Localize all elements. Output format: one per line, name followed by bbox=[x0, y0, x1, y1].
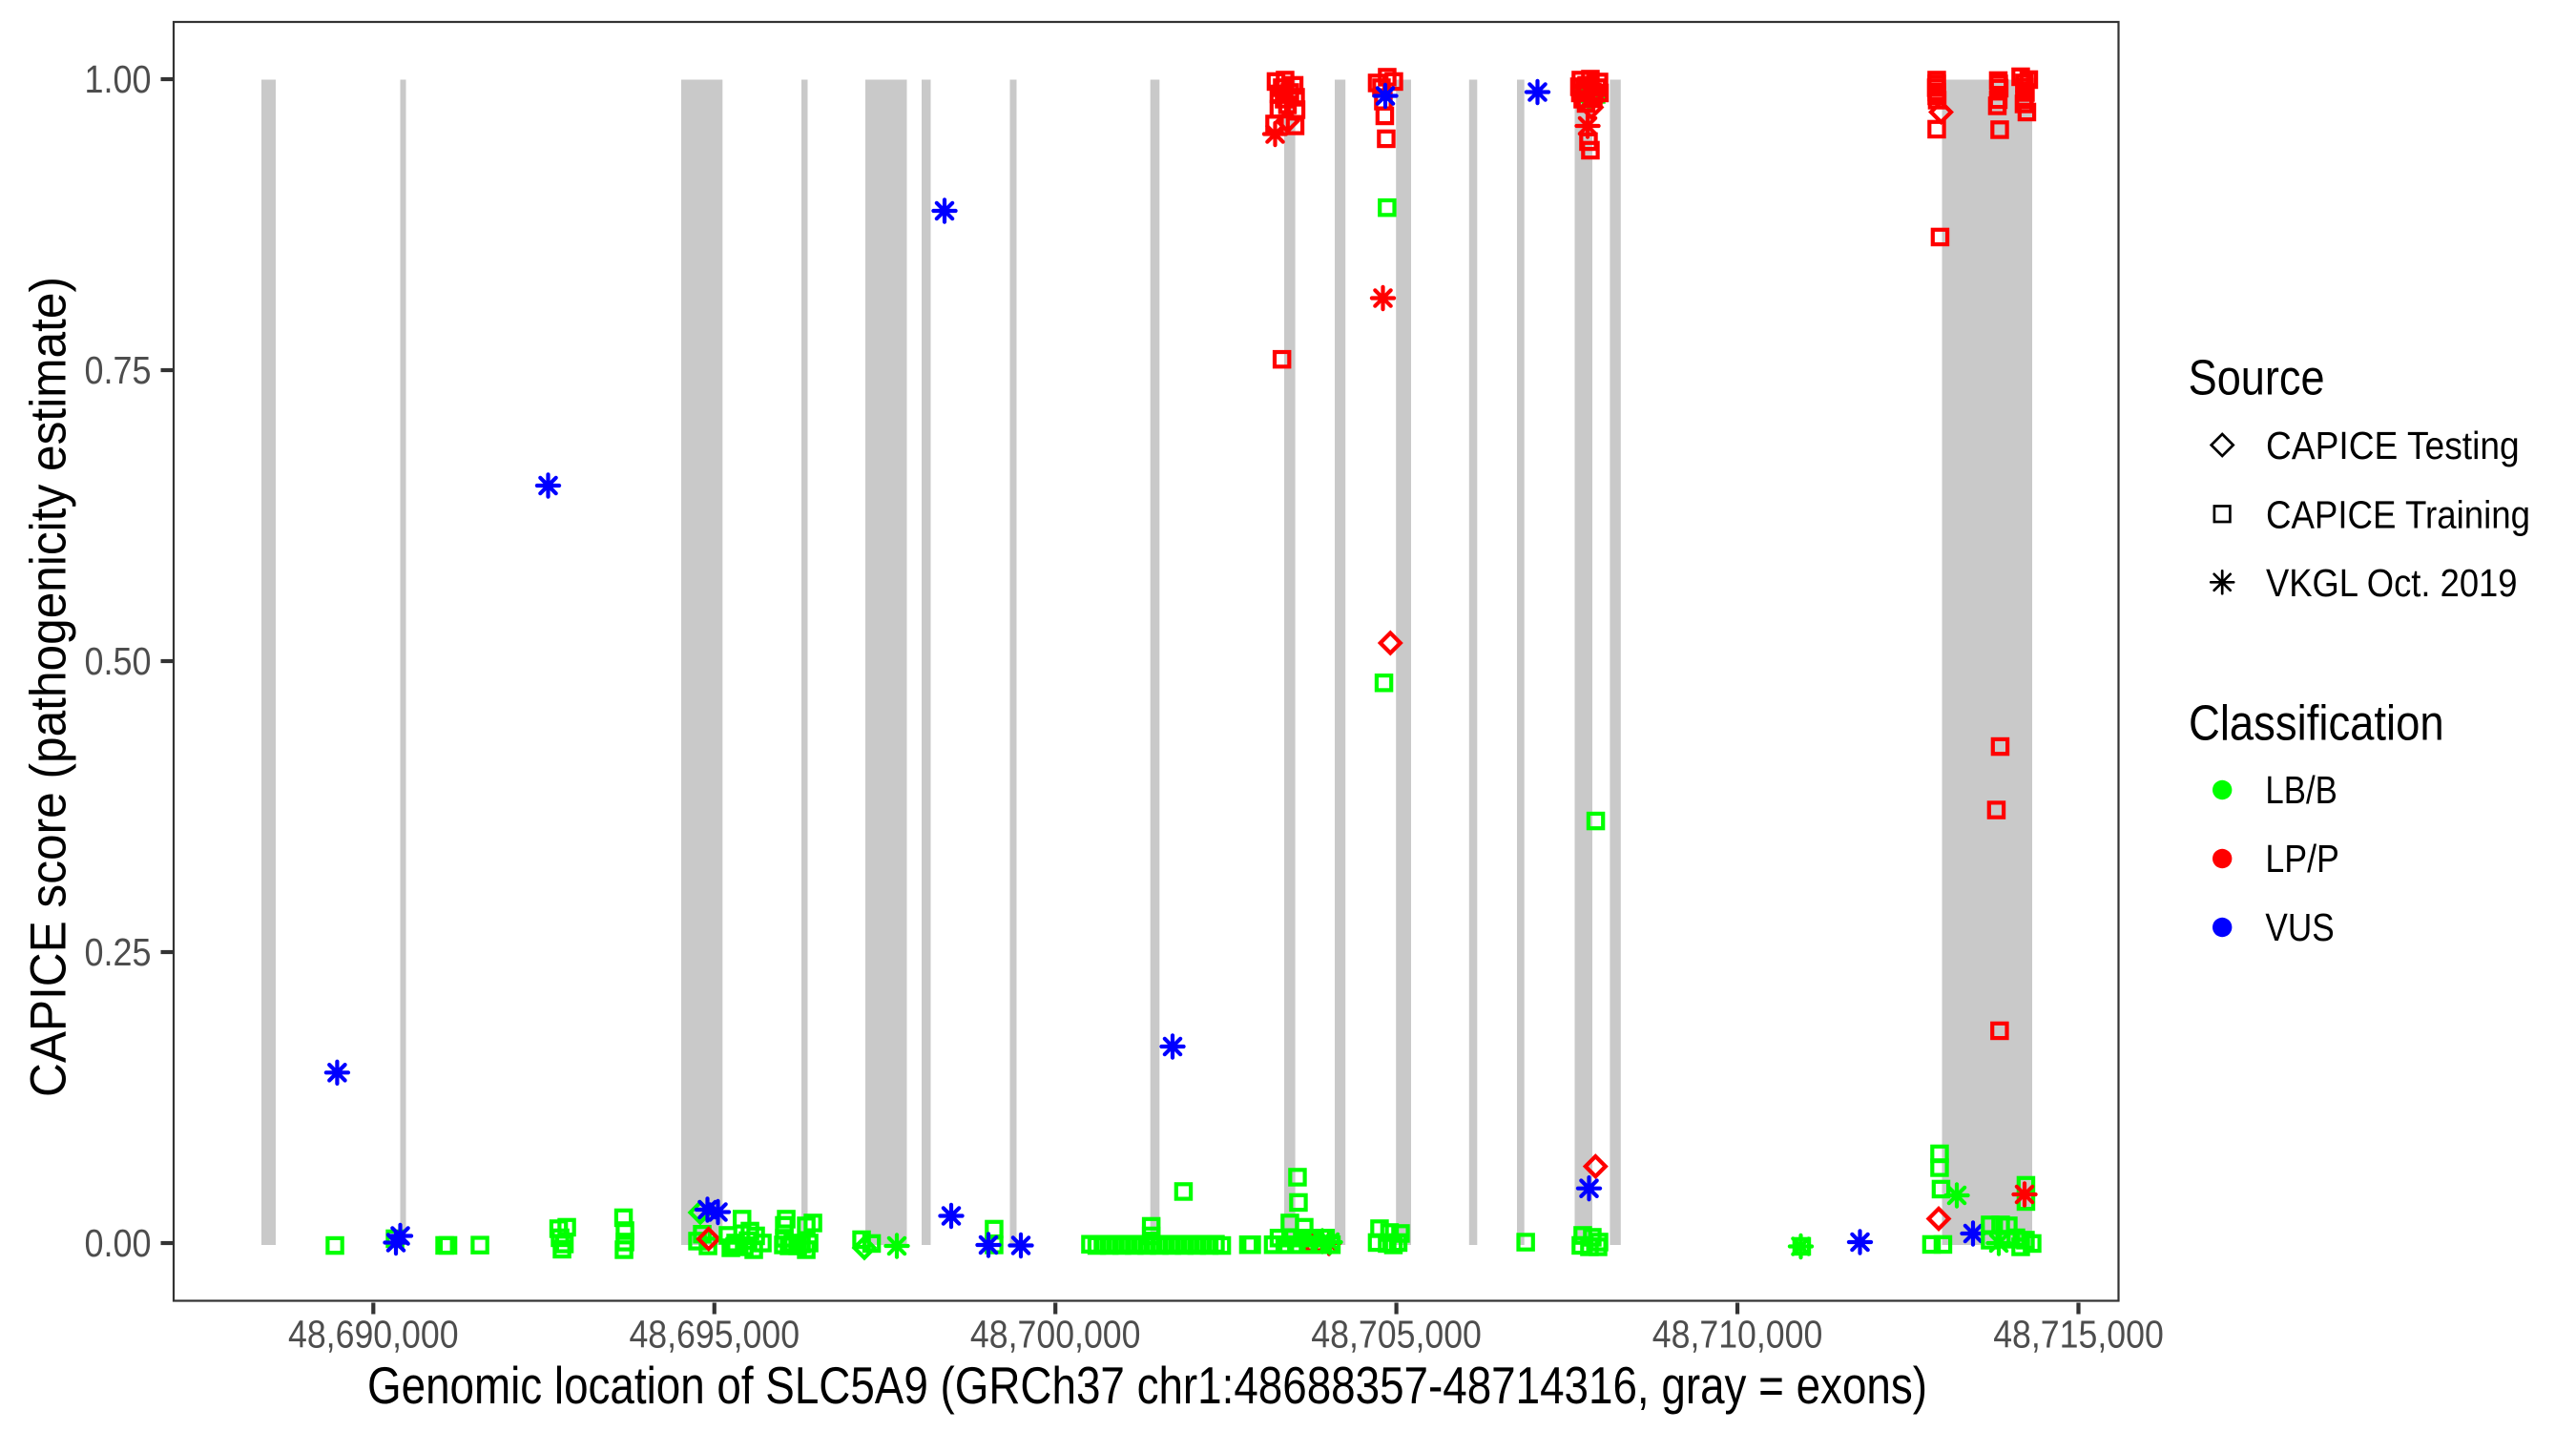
svg-text:CAPICE Training: CAPICE Training bbox=[2266, 492, 2530, 536]
svg-text:0.25: 0.25 bbox=[85, 930, 152, 974]
svg-text:48,695,000: 48,695,000 bbox=[629, 1313, 800, 1357]
svg-text:LP/P: LP/P bbox=[2265, 837, 2339, 881]
svg-text:48,690,000: 48,690,000 bbox=[288, 1313, 459, 1357]
svg-text:48,700,000: 48,700,000 bbox=[970, 1313, 1141, 1357]
svg-text:48,710,000: 48,710,000 bbox=[1652, 1313, 1823, 1357]
svg-text:Genomic location of SLC5A9 (GR: Genomic location of SLC5A9 (GRCh37 chr1:… bbox=[367, 1356, 1927, 1415]
svg-text:CAPICE Testing: CAPICE Testing bbox=[2266, 424, 2520, 467]
svg-text:48,715,000: 48,715,000 bbox=[1993, 1313, 2164, 1357]
svg-text:VKGL Oct. 2019: VKGL Oct. 2019 bbox=[2266, 561, 2518, 605]
svg-text:VUS: VUS bbox=[2265, 905, 2334, 949]
svg-text:48,705,000: 48,705,000 bbox=[1311, 1313, 1482, 1357]
svg-text:1.00: 1.00 bbox=[85, 57, 152, 101]
svg-text:CAPICE score (pathogenicity es: CAPICE score (pathogenicity estimate) bbox=[21, 277, 77, 1097]
svg-text:LB/B: LB/B bbox=[2265, 768, 2337, 812]
svg-text:0.50: 0.50 bbox=[85, 639, 152, 683]
svg-text:Source: Source bbox=[2189, 351, 2325, 406]
svg-text:0.00: 0.00 bbox=[85, 1221, 152, 1265]
svg-text:Classification: Classification bbox=[2189, 696, 2444, 752]
svg-text:0.75: 0.75 bbox=[85, 348, 152, 392]
